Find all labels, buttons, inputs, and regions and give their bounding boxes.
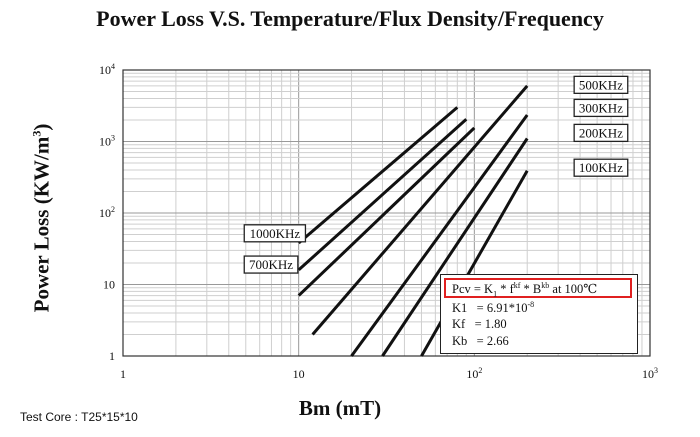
series-label-box [243, 224, 307, 243]
series-label-box [573, 75, 629, 94]
plot-frame [122, 69, 651, 357]
param-k1-label: K1 [452, 301, 468, 316]
chart-title: Power Loss V.S. Temperature/Flux Density… [96, 6, 604, 31]
series-label-box [573, 98, 629, 118]
param-k1-exp: -8 [527, 300, 535, 309]
param-kf-value: = 1.80 [474, 317, 507, 331]
param-kb: Kb = 2.66 [452, 334, 509, 349]
series-label-box [573, 123, 629, 143]
series-label: 300KHz [579, 100, 623, 115]
series-line [350, 114, 529, 357]
parameter-box: Pcv = K1 * fkf * Bkb at 100℃ K1 = 6.91*1… [440, 274, 638, 354]
series-line [381, 137, 529, 357]
param-kb-value: = 2.66 [476, 334, 509, 348]
series-label: 500KHz [579, 77, 623, 92]
series-line [311, 84, 529, 336]
y-tick-label: 1 [109, 349, 115, 363]
series-label: 1000KHz [250, 226, 301, 241]
formula-k-sub: 1 [493, 289, 498, 299]
formula-f-sup: kf [513, 281, 521, 290]
y-tick-label: 104 [99, 62, 115, 77]
formula-highlight: Pcv = K1 * fkf * Bkb at 100℃ [444, 278, 632, 299]
x-tick-label: 102 [466, 366, 482, 381]
formula-pcv: Pcv = K [452, 282, 494, 297]
y-tick-label: 10 [103, 278, 115, 292]
formula-b-sup: kb [541, 281, 550, 290]
x-tick-label: 10 [293, 367, 305, 381]
series-line [420, 169, 529, 357]
series-line [297, 118, 468, 272]
x-axis-label: Bm (mT) [298, 396, 382, 420]
formula-f: * f [497, 282, 514, 297]
series-label: 200KHz [579, 125, 623, 140]
formula-tail: at 100℃ [549, 282, 598, 297]
param-kf-label: Kf [452, 317, 466, 331]
param-k1: K1 = 6.91*10-8 [452, 300, 534, 316]
y-tick-label: 102 [99, 205, 115, 220]
y-tick-label: 103 [99, 134, 115, 149]
x-tick-label: 1 [120, 367, 126, 381]
param-kf: Kf = 1.80 [452, 317, 507, 332]
series-label: 100KHz [579, 160, 623, 175]
x-tick-label: 103 [642, 366, 658, 381]
series-line [297, 106, 459, 245]
series-line [297, 126, 476, 297]
param-kb-label: Kb [452, 334, 468, 348]
series-label-box [243, 255, 299, 274]
series-label-box [573, 158, 629, 177]
test-core-note: Test Core : T25*15*10 [20, 410, 138, 424]
param-k1-value: = 6.91*10 [476, 301, 528, 316]
formula-b: * B [520, 282, 542, 297]
series-label: 700KHz [249, 257, 293, 272]
